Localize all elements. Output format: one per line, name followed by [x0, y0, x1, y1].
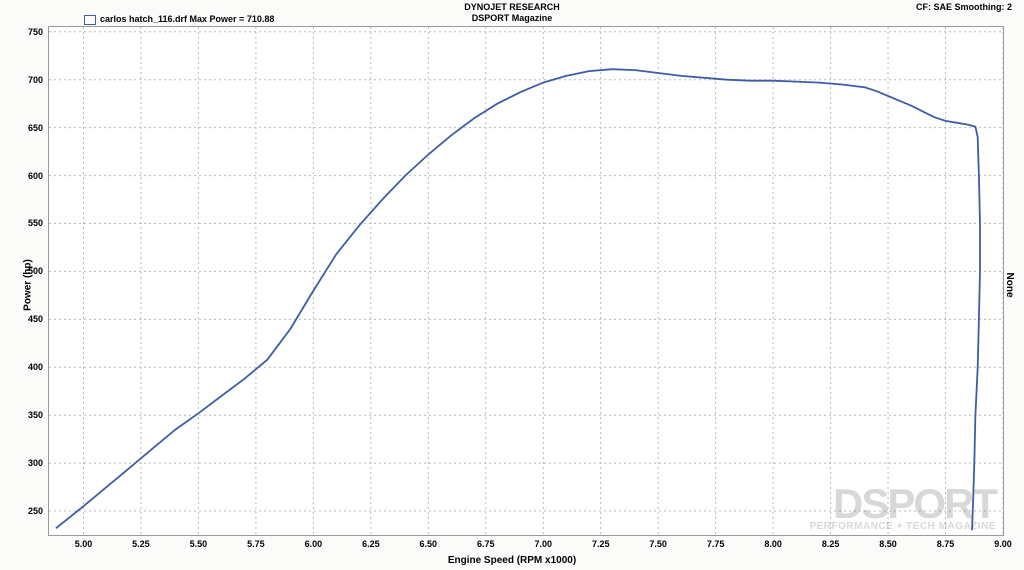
x-tick: 7.25 — [592, 539, 610, 549]
legend-swatch — [84, 15, 96, 25]
watermark-big: DSPORT — [809, 487, 996, 521]
x-tick: 5.75 — [247, 539, 265, 549]
grid — [49, 27, 1003, 535]
x-tick: 6.25 — [362, 539, 380, 549]
watermark-small: PERFORMANCE + TECH MAGAZINE — [809, 521, 996, 532]
y-tick: 400 — [28, 362, 43, 372]
legend-text: carlos hatch_116.drf Max Power = 710.88 — [100, 14, 274, 24]
y-tick: 550 — [28, 218, 43, 228]
x-tick: 9.00 — [994, 539, 1012, 549]
x-tick: 7.50 — [649, 539, 667, 549]
watermark: DSPORT PERFORMANCE + TECH MAGAZINE — [809, 487, 996, 532]
chart-svg — [49, 27, 1003, 535]
x-tick: 7.75 — [707, 539, 725, 549]
x-tick: 6.75 — [477, 539, 495, 549]
y-tick: 750 — [28, 27, 43, 37]
x-tick: 8.50 — [879, 539, 897, 549]
legend: carlos hatch_116.drf Max Power = 710.88 — [84, 14, 274, 25]
y-tick: 300 — [28, 458, 43, 468]
x-tick: 8.75 — [937, 539, 955, 549]
y-tick: 250 — [28, 506, 43, 516]
x-tick: 6.00 — [305, 539, 323, 549]
y-tick: 350 — [28, 410, 43, 420]
x-tick: 5.50 — [190, 539, 208, 549]
plot-area: 5.005.255.505.756.006.256.506.757.007.25… — [48, 26, 1004, 536]
y-tick: 700 — [28, 75, 43, 85]
right-axis-label: None — [1004, 273, 1015, 298]
header-line1: DYNOJET RESEARCH — [0, 2, 1024, 12]
power-curve — [56, 69, 980, 530]
y-tick: 450 — [28, 314, 43, 324]
x-tick: 5.25 — [132, 539, 150, 549]
y-tick: 500 — [28, 266, 43, 276]
y-tick: 650 — [28, 123, 43, 133]
x-tick: 8.00 — [764, 539, 782, 549]
x-tick: 7.00 — [534, 539, 552, 549]
x-tick: 5.00 — [75, 539, 93, 549]
x-axis-label: Engine Speed (RPM x1000) — [0, 555, 1024, 566]
x-tick: 6.50 — [420, 539, 438, 549]
dyno-chart-root: DYNOJET RESEARCH DSPORT Magazine CF: SAE… — [0, 0, 1024, 570]
correction-factor: CF: SAE Smoothing: 2 — [916, 2, 1012, 12]
y-tick: 600 — [28, 171, 43, 181]
x-tick: 8.25 — [822, 539, 840, 549]
